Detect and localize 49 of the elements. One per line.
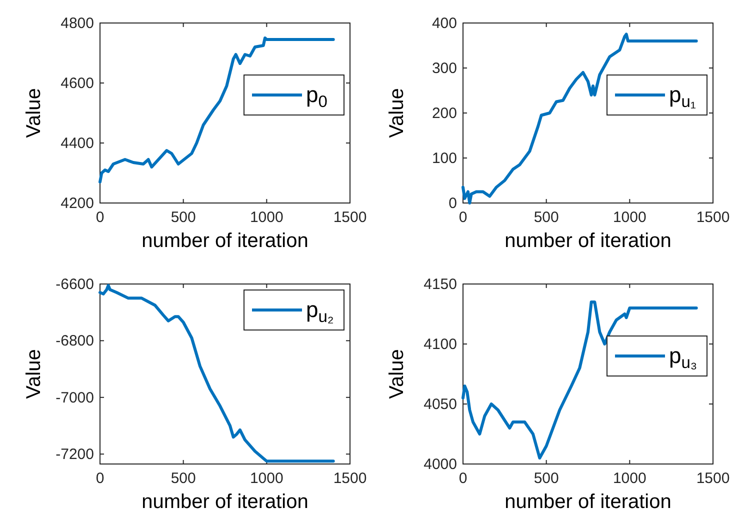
x-tick-label: 0 (96, 209, 104, 226)
y-tick-label: 4200 (60, 195, 94, 212)
x-tick-label: 1000 (612, 209, 646, 226)
y-tick-label: -6800 (56, 332, 94, 350)
x-tick-label: 0 (458, 470, 468, 487)
x-tick-label: 1000 (250, 470, 284, 487)
line-series (462, 300, 698, 460)
x-tick-label: 1000 (250, 209, 284, 226)
x-tick-label: 1500 (333, 209, 367, 226)
line-series (462, 32, 698, 204)
y-tick-label: 4000 (424, 456, 457, 473)
y-tick-label: -6600 (56, 276, 94, 293)
legend-label: p$_{0}$ (306, 82, 328, 112)
y-tick-label: -7000 (56, 389, 94, 406)
y-tick-label: 200 (432, 105, 457, 122)
x-tick-label: 1500 (696, 209, 730, 226)
x-tick-label: 1500 (696, 470, 730, 487)
y-axis-title: Value (23, 349, 45, 399)
x-axis-title: number of iteration (504, 230, 672, 252)
x-tick-label: 1000 (612, 470, 646, 487)
x-tick-label: 0 (96, 470, 104, 487)
y-tick-label: 4050 (424, 396, 457, 413)
y-tick-label: 4600 (60, 75, 94, 92)
legend-label: p$_{u₂}$ (306, 297, 334, 326)
x-tick-label: 500 (170, 470, 196, 487)
y-tick-label: 0 (448, 195, 457, 212)
y-axis-title: Value (386, 349, 408, 399)
x-tick-label: 500 (534, 470, 559, 487)
y-tick-label: 400 (432, 15, 457, 32)
x-tick-label: 500 (534, 209, 559, 226)
y-tick-label: 100 (432, 150, 457, 167)
line-series (98, 284, 335, 463)
y-tick-label: 4100 (424, 336, 457, 353)
x-axis-title: number of iteration (142, 491, 308, 513)
y-axis-title: Value (386, 88, 408, 138)
y-tick-label: 4400 (60, 135, 94, 152)
y-tick-label: -7200 (56, 446, 94, 464)
y-axis-title: Value (23, 88, 45, 138)
x-axis-title: number of iteration (504, 491, 672, 513)
y-tick-label: 300 (432, 60, 457, 77)
x-tick-label: 0 (458, 209, 468, 226)
x-tick-label: 1500 (333, 470, 367, 487)
x-tick-label: 500 (170, 209, 196, 226)
line-series (98, 36, 335, 184)
y-tick-label: 4150 (424, 276, 457, 293)
legend-label: p$_{u₃}$ (669, 343, 698, 372)
x-axis-title: number of iteration (142, 230, 308, 252)
y-tick-label: 4800 (60, 15, 94, 32)
legend-label: p$_{u₁}$ (669, 82, 696, 112)
